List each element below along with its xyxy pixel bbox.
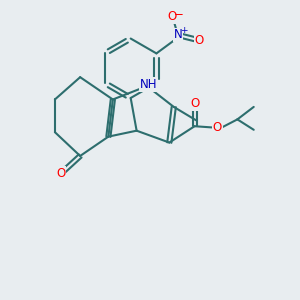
Text: O: O <box>195 34 204 47</box>
Text: −: − <box>174 8 184 21</box>
Text: O: O <box>213 121 222 134</box>
Text: O: O <box>56 167 65 180</box>
Text: O: O <box>168 10 177 23</box>
Text: +: + <box>180 26 188 35</box>
Text: N: N <box>173 28 182 41</box>
Text: NH: NH <box>140 78 157 91</box>
Text: O: O <box>190 98 199 110</box>
